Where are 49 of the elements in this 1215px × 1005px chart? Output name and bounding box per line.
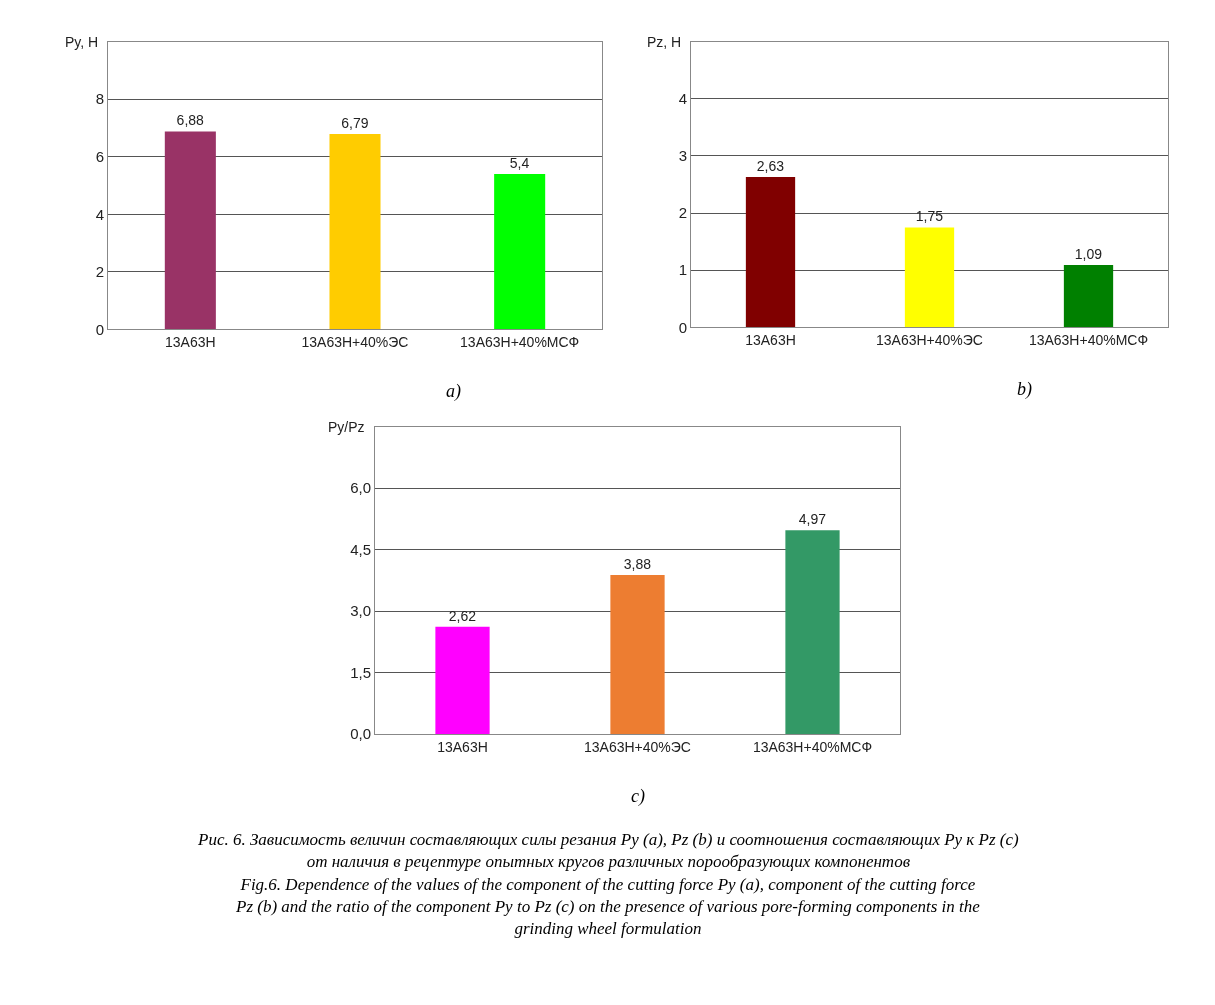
y-tick-label: 1 — [678, 261, 687, 279]
y-tick-label: 6 — [95, 148, 104, 165]
data-label: 4,97 — [798, 511, 827, 528]
y-tick-label: 4,5 — [350, 540, 371, 558]
x-tick-label: 13А63Н+40%ЭС — [584, 738, 691, 755]
x-tick-label: 13А63Н+40%ЭС — [876, 332, 983, 349]
text: c) — [631, 786, 645, 807]
y-tick-label: 1,5 — [350, 663, 371, 681]
data-label: 1,09 — [1074, 246, 1103, 263]
caption: Fig.6. Dependence of the values of the component of the cutting force Py (a), component of the cutting force Pz (b) and the ratio of the component Py to Pz (c) on the presence of various pore-forming components in the grinding wheel formulation — [235, 875, 981, 939]
text: a) — [446, 381, 461, 402]
y-tick-label: 4 — [95, 205, 104, 223]
bar — [610, 575, 665, 735]
bar — [745, 177, 796, 328]
data-label: 5,4 — [509, 155, 530, 172]
bar — [494, 174, 546, 330]
bar — [164, 131, 216, 330]
text: b) — [1017, 379, 1032, 400]
y-tick-label: 0 — [95, 320, 104, 338]
y-axis-title: Py, Н — [65, 34, 99, 50]
data-label: 6,79 — [341, 115, 369, 132]
x-tick-label: 13А63Н+40%МСФ — [460, 334, 580, 351]
y-tick-label: 2 — [95, 263, 104, 281]
bar — [435, 626, 490, 735]
x-tick-label: 13А63Н — [437, 738, 488, 755]
bar — [1063, 265, 1114, 328]
y-tick-label: 8 — [95, 90, 104, 108]
x-tick-label: 13А63Н+40%МСФ — [752, 738, 873, 755]
bar — [329, 134, 381, 330]
x-tick-label: 13А63Н — [165, 334, 216, 351]
bar — [904, 227, 955, 328]
y-tick-label: 4 — [678, 90, 687, 108]
x-tick-label: 13А63Н+40%МСФ — [1028, 332, 1149, 349]
y-tick-label: 3 — [678, 147, 687, 165]
data-label: 6,88 — [176, 112, 205, 129]
y-tick-label: 3,0 — [350, 602, 371, 620]
bar — [785, 530, 840, 735]
y-tick-label: 6,0 — [350, 479, 371, 497]
text: Рис. 6. Зависимость величин составляющих силы резания Py (a), Pz (b) и соотношения составляющих Py к Pz (c) от наличия в рецептуре опытных кругов различных порообразующих компонентов — [197, 830, 1020, 872]
y-tick-label: 0 — [678, 318, 687, 336]
x-tick-label: 13А63Н — [745, 332, 796, 349]
y-axis-title: Py/Pz — [328, 419, 365, 435]
y-tick-label: 0,0 — [350, 725, 371, 743]
y-axis-title: Pz, Н — [647, 34, 682, 50]
x-tick-label: 13А63Н+40%ЭС — [301, 334, 409, 351]
data-label: 2,62 — [448, 607, 477, 624]
data-label: 2,63 — [756, 158, 785, 175]
data-label: 3,88 — [623, 556, 652, 573]
y-tick-label: 2 — [678, 204, 687, 222]
